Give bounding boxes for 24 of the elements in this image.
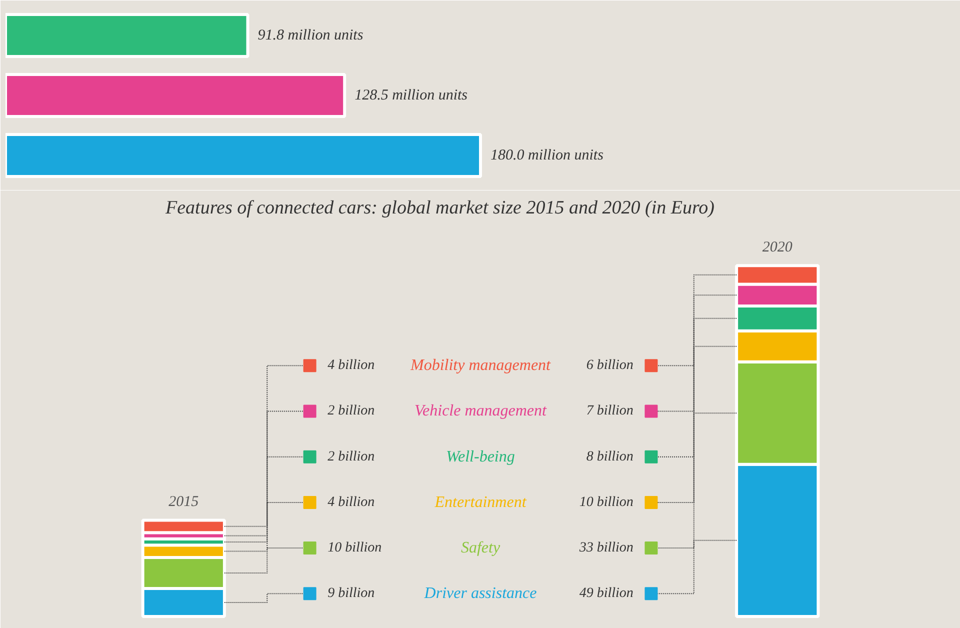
data-label: 4 billion (328, 494, 375, 510)
data-label: 2 billion (328, 404, 375, 419)
data-label: 128.5 million units (354, 88, 468, 104)
text: Well-being (446, 448, 515, 466)
data-label: 91.8 million units (258, 28, 364, 44)
text: Entertainment (434, 494, 527, 511)
data-label: 33 billion (578, 540, 634, 556)
data-label: 4 billion (328, 358, 375, 374)
text: Mobility management (410, 357, 552, 374)
data-label: 7 billion (586, 404, 634, 419)
data-label: 8 billion (586, 449, 634, 464)
text: Driver assistance (423, 585, 537, 602)
x-tick-label: 2015 (168, 494, 200, 510)
data-label: 10 billion (328, 540, 382, 556)
data-label: 2 billion (328, 449, 375, 464)
data-label: 49 billion (579, 586, 634, 602)
data-label: 9 billion (328, 586, 375, 602)
text: Vehicle management (414, 402, 548, 420)
chart-title: Features of connected cars: global market size 2015 and 2020 (in Euro) (164, 198, 714, 218)
data-label: 180.0 million units (490, 148, 604, 164)
data-label: 10 billion (579, 494, 634, 510)
text: Safety (460, 540, 501, 557)
data-label: 6 billion (586, 358, 634, 374)
x-tick-label: 2020 (762, 240, 793, 256)
